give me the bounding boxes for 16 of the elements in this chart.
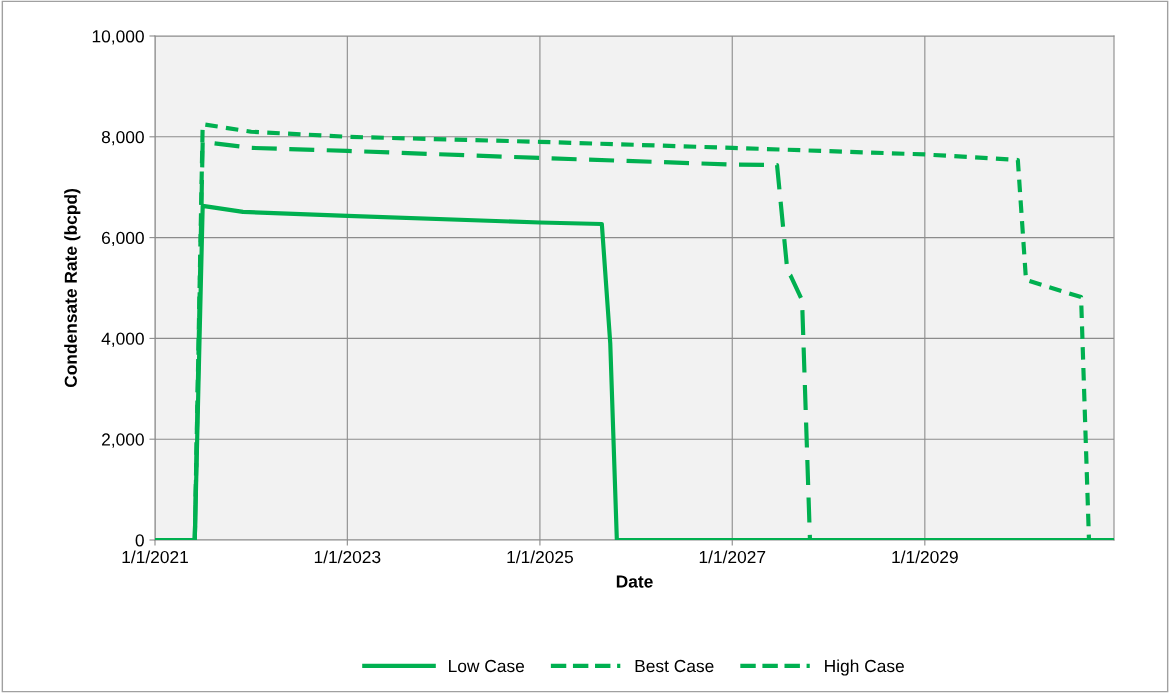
x-tick-label: 1/1/2029 <box>892 550 958 564</box>
y-tick-label: 10,000 <box>92 30 144 45</box>
x-axis-title: Date <box>616 575 653 588</box>
x-tick-label: 1/1/2023 <box>314 550 381 564</box>
x-tick-label: 1/1/2027 <box>699 550 766 564</box>
x-tick-label: 1/1/2025 <box>507 550 573 564</box>
y-tick-label: 2,000 <box>102 433 144 448</box>
legend-label: Best Case <box>635 659 714 673</box>
legend-label: High Case <box>825 659 904 676</box>
y-axis-title: Condensate Rate (bcpd) <box>64 189 81 388</box>
legend-label: Low Case <box>449 659 525 673</box>
x-tick-label: 1/1/2021 <box>122 550 188 564</box>
y-tick-label: 8,000 <box>101 130 144 146</box>
y-tick-label: 4,000 <box>101 332 144 347</box>
y-tick-label: 0 <box>135 534 144 547</box>
y-tick-label: 6,000 <box>102 231 144 247</box>
